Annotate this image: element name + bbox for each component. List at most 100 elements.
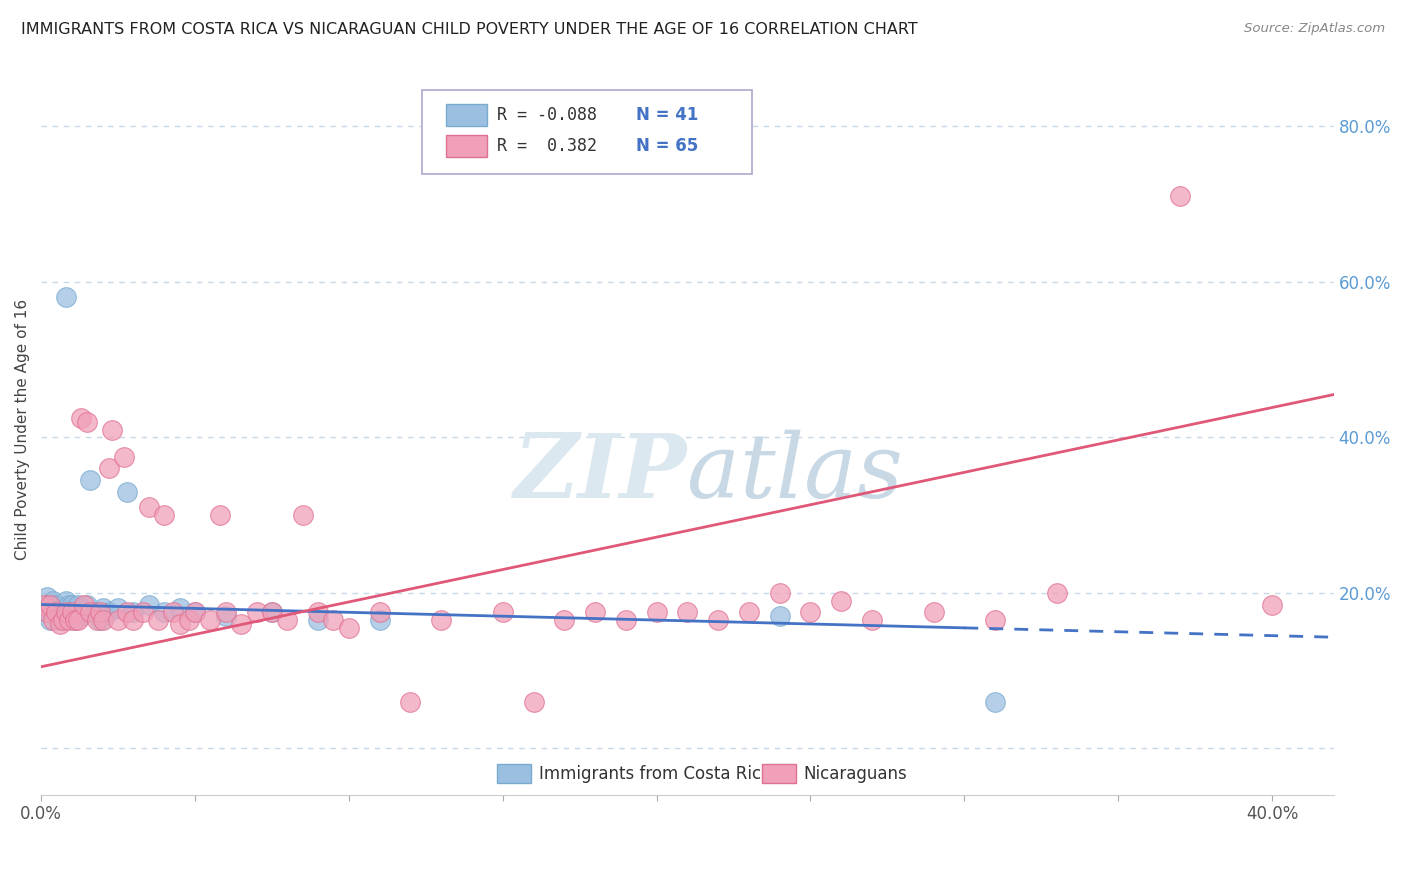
Point	[769, 609, 792, 624]
Point	[37, 605, 59, 619]
Point	[107, 613, 129, 627]
Text: R =  0.382: R = 0.382	[498, 137, 598, 155]
Point	[48, 617, 70, 632]
Point	[522, 695, 544, 709]
Point	[58, 613, 80, 627]
Point	[215, 605, 238, 619]
Point	[291, 508, 314, 522]
Text: atlas: atlas	[688, 430, 903, 516]
Point	[200, 613, 222, 627]
Point	[117, 605, 139, 619]
Point	[169, 617, 191, 632]
Text: N = 65: N = 65	[636, 137, 697, 155]
Text: R = -0.088: R = -0.088	[498, 106, 598, 124]
Point	[368, 605, 391, 619]
Point	[215, 609, 238, 624]
Point	[60, 598, 83, 612]
Point	[799, 605, 821, 619]
Point	[1261, 598, 1284, 612]
Point	[184, 605, 207, 619]
Point	[32, 598, 55, 612]
Text: ZIP: ZIP	[515, 430, 688, 516]
Point	[153, 605, 176, 619]
Point	[37, 590, 59, 604]
Point	[553, 613, 575, 627]
Point	[122, 613, 145, 627]
Point	[184, 605, 207, 619]
Point	[48, 613, 70, 627]
Point	[922, 605, 945, 619]
FancyBboxPatch shape	[422, 89, 752, 174]
Point	[63, 613, 86, 627]
Point	[1046, 586, 1069, 600]
Point	[67, 613, 90, 627]
Point	[37, 605, 59, 619]
Point	[769, 586, 792, 600]
Point	[45, 598, 67, 612]
Point	[153, 508, 176, 522]
Point	[177, 613, 200, 627]
Point	[276, 613, 298, 627]
Point	[73, 598, 96, 612]
Point	[39, 601, 62, 615]
Point	[55, 605, 77, 619]
Point	[307, 613, 329, 627]
Point	[117, 484, 139, 499]
Point	[42, 613, 65, 627]
Point	[112, 450, 135, 464]
Point	[676, 605, 699, 619]
Point	[738, 605, 761, 619]
Point	[79, 473, 101, 487]
Text: Source: ZipAtlas.com: Source: ZipAtlas.com	[1244, 22, 1385, 36]
Point	[55, 290, 77, 304]
FancyBboxPatch shape	[498, 764, 531, 783]
Point	[89, 613, 111, 627]
Point	[101, 423, 124, 437]
Point	[86, 613, 108, 627]
Point	[55, 593, 77, 607]
Point	[984, 695, 1007, 709]
Point	[39, 613, 62, 627]
Point	[70, 609, 93, 624]
Text: N = 41: N = 41	[636, 106, 697, 124]
Point	[52, 613, 75, 627]
Point	[107, 601, 129, 615]
Point	[322, 613, 344, 627]
Point	[430, 613, 453, 627]
Point	[131, 605, 153, 619]
Point	[60, 605, 83, 619]
Point	[42, 593, 65, 607]
Point	[614, 613, 637, 627]
Point	[97, 605, 120, 619]
Text: IMMIGRANTS FROM COSTA RICA VS NICARAGUAN CHILD POVERTY UNDER THE AGE OF 16 CORRE: IMMIGRANTS FROM COSTA RICA VS NICARAGUAN…	[21, 22, 918, 37]
Text: Immigrants from Costa Rica: Immigrants from Costa Rica	[538, 764, 770, 783]
Point	[32, 598, 55, 612]
Point	[368, 613, 391, 627]
Point	[60, 605, 83, 619]
Point	[39, 598, 62, 612]
Point	[97, 461, 120, 475]
FancyBboxPatch shape	[446, 135, 486, 157]
Point	[146, 613, 169, 627]
Point	[231, 617, 253, 632]
Point	[830, 593, 852, 607]
Point	[91, 613, 114, 627]
Point	[583, 605, 606, 619]
Point	[260, 605, 283, 619]
Point	[52, 601, 75, 615]
Point	[48, 605, 70, 619]
Point	[86, 605, 108, 619]
Point	[89, 605, 111, 619]
Point	[860, 613, 883, 627]
Point	[52, 605, 75, 619]
Point	[76, 598, 98, 612]
Point	[79, 605, 101, 619]
Point	[67, 598, 90, 612]
Point	[645, 605, 668, 619]
Point	[984, 613, 1007, 627]
Point	[70, 410, 93, 425]
Point	[245, 605, 267, 619]
Point	[122, 605, 145, 619]
Point	[492, 605, 515, 619]
Point	[260, 605, 283, 619]
